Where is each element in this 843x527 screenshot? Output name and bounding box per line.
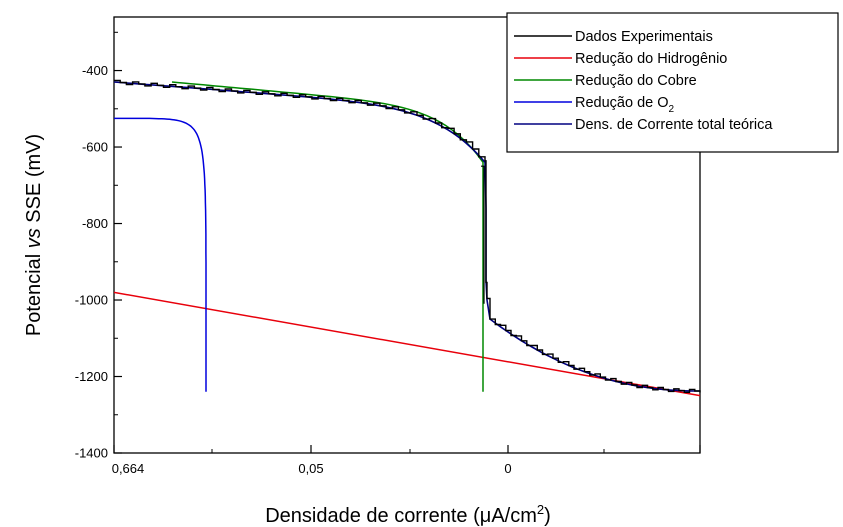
y-tick-label: -1000 (75, 293, 108, 308)
legend-subscript: 2 (669, 104, 675, 115)
series-line-o2 (114, 117, 207, 392)
series-line-cobre (171, 81, 484, 392)
y-tick-label: -600 (82, 140, 108, 155)
y-tick-label: -1200 (75, 369, 108, 384)
series-line-experimental-noise (481, 165, 485, 304)
legend-label-o2: Redução de O2 (575, 95, 675, 115)
legend-label-exp: Dados Experimentais (575, 29, 713, 45)
y-axis-ticks: -1400 -1200 -1000 -800 -600 -400 (75, 31, 122, 461)
y-tick-label: -1400 (75, 446, 108, 461)
x-axis-ticks: 0,664 0,05 0 (112, 445, 701, 476)
series-group (113, 79, 701, 397)
legend-label-cu: Redução do Cobre (575, 73, 697, 89)
y-tick-label: -800 (82, 216, 108, 231)
y-axis-title: Potencial vs SSE (mV) (23, 134, 45, 336)
legend-label-total: Dens. de Corrente total teórica (575, 117, 773, 133)
x-tick-label: 0,05 (298, 461, 323, 476)
x-axis-title: Densidade de corrente (μA/cm2) (265, 502, 551, 527)
series-line-experimental (114, 79, 701, 393)
y-tick-label: -400 (82, 63, 108, 78)
plot-frame (113, 16, 701, 454)
legend: Dados Experimentais Redução do Hidrogênio… (506, 12, 839, 153)
x-tick-label: 0 (504, 461, 511, 476)
x-tick-label: 0,664 (112, 461, 145, 476)
legend-label-h2: Redução do Hidrogênio (575, 51, 727, 67)
